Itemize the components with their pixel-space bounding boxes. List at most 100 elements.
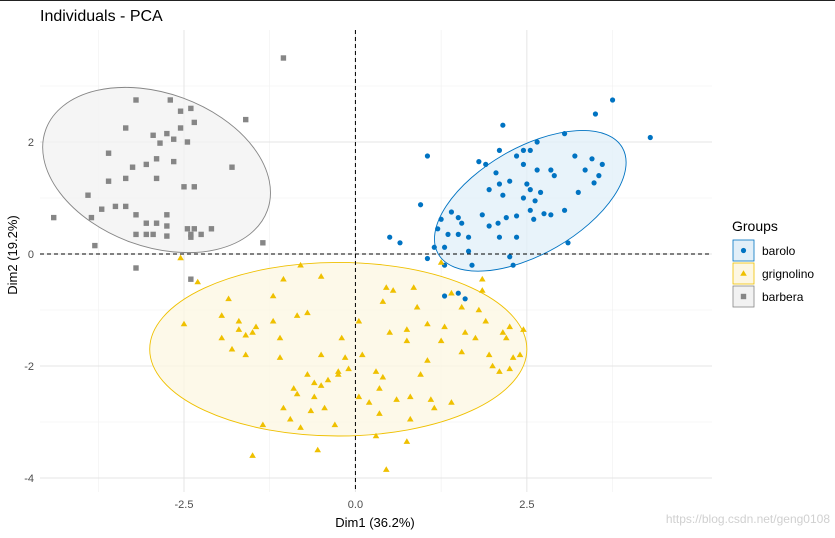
point-barolo [527,187,533,193]
point-grignolino [276,334,284,341]
point-barolo [455,231,461,237]
point-barolo [548,167,554,173]
x-tick-label: -2.5 [175,499,194,511]
series-grignolino [177,254,527,472]
point-barbera [123,175,129,182]
point-grignolino [259,421,267,428]
point-grignolino [345,365,352,372]
point-grignolino [297,424,304,430]
point-grignolino [235,317,243,324]
point-barolo [592,111,599,117]
point-barbera [198,231,204,238]
point-barbera [167,97,173,103]
point-barolo [500,122,506,128]
point-barolo [507,254,513,260]
point-barolo [438,216,444,222]
point-barolo [459,220,465,226]
point-barbera [150,132,156,138]
point-barolo [469,262,475,268]
point-barbera [150,231,156,238]
point-grignolino [413,303,421,310]
point-barolo [548,212,554,218]
point-barolo [479,212,485,218]
point-barbera [92,242,98,249]
point-barbera [164,223,170,229]
point-barolo [541,211,547,217]
point-grignolino [218,312,226,318]
point-barbera [133,265,139,271]
point-barolo [496,147,503,153]
point-grignolino [249,452,256,458]
legend-marker-grignolino [740,270,747,276]
point-barbera [184,139,191,145]
point-grignolino [482,317,490,324]
point-grignolino [280,404,287,411]
point-barolo [462,296,468,302]
point-barolo [483,161,489,167]
point-barolo [431,244,437,250]
point-grignolino [403,326,411,332]
point-grignolino [382,466,390,472]
point-barolo [575,189,581,195]
legend-label-barolo: barolo [762,244,796,258]
point-grignolino [410,284,418,290]
point-barolo [465,248,472,254]
point-grignolino [458,303,466,310]
point-grignolino [269,292,277,299]
x-tick-label: 0.0 [348,499,363,511]
point-barbera [123,125,129,131]
point-barbera [188,276,194,282]
point-barbera [184,226,191,232]
point-grignolino [441,323,448,330]
point-grignolino [290,385,298,391]
point-barbera [191,226,197,232]
point-grignolino [307,407,315,414]
point-barolo [520,161,527,167]
point-grignolino [424,320,431,327]
point-grignolino [177,254,184,261]
point-barolo [596,173,602,179]
point-barolo [455,290,461,296]
point-barbera [133,97,139,103]
point-grignolino [489,362,496,369]
point-barolo [496,181,503,187]
point-barolo [455,215,461,221]
point-grignolino [403,337,411,344]
point-barolo [531,216,537,222]
point-grignolino [317,273,325,279]
point-grignolino [304,371,311,377]
point-barbera [143,220,149,226]
point-barolo [417,202,424,208]
point-grignolino [338,334,346,341]
point-barolo [520,147,527,153]
legend-label-barbera: barbera [762,290,804,304]
point-barbera [123,203,129,210]
point-barbera [171,136,177,142]
point-barolo [551,173,557,179]
ellipse-grignolino [149,261,528,437]
point-barbera [188,234,194,240]
point-grignolino [314,446,322,453]
point-barbera [191,119,197,126]
point-barbera [181,184,187,190]
point-barolo [561,131,568,137]
legend-item-barolo: barolo [732,239,796,262]
point-barolo [589,156,595,162]
point-grignolino [406,393,414,400]
point-barolo [496,234,503,240]
point-grignolino [317,351,325,358]
point-barbera [171,158,177,165]
tick-labels: -2.5 0.0 2.5 -4 -2 0 2 [24,137,534,511]
reference-lines [40,30,712,492]
point-barolo [527,207,533,213]
point-barbera [157,140,163,146]
point-barolo [486,187,492,193]
point-grignolino [509,354,517,360]
point-grignolino [496,368,503,374]
point-barbera [85,192,91,198]
point-barbera [153,175,160,182]
point-grignolino [304,309,311,316]
point-grignolino [430,404,438,411]
x-tick-label: 2.5 [519,499,534,511]
point-grignolino [297,261,304,268]
